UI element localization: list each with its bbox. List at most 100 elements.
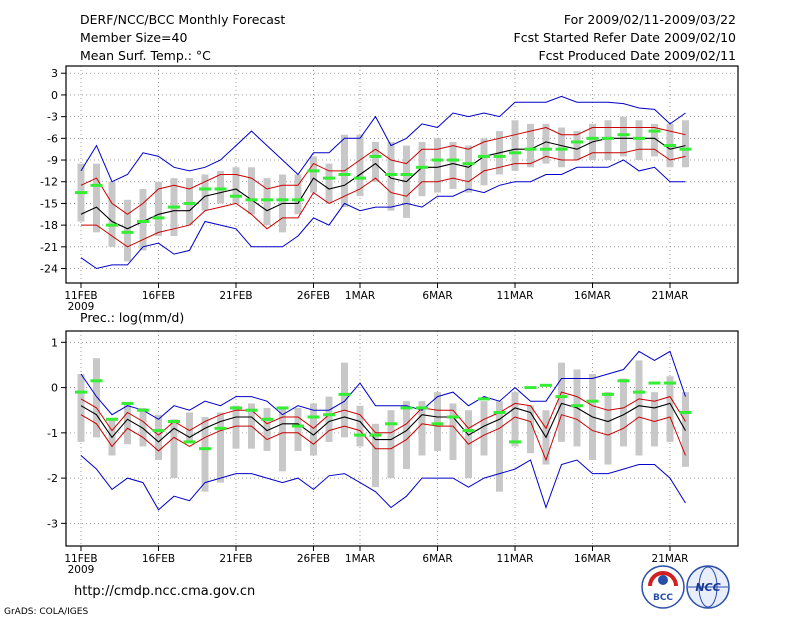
climatology-marker xyxy=(648,381,661,385)
climatology-marker xyxy=(276,198,289,202)
member-range-bar xyxy=(310,403,317,456)
member-range-bar xyxy=(480,138,488,186)
member-range-bar xyxy=(139,188,147,251)
climatology-marker xyxy=(617,379,630,383)
climatology-marker xyxy=(245,198,258,202)
climatology-marker xyxy=(571,140,583,144)
x-tick-label: 11FEB xyxy=(64,290,97,302)
member-range-bar xyxy=(108,181,116,247)
y-tick-label: 0 xyxy=(51,382,58,395)
climatology-marker xyxy=(493,154,506,158)
y-tick-label: -24 xyxy=(40,263,58,276)
y-tick-label: 3 xyxy=(51,67,58,80)
climatology-marker xyxy=(617,133,630,137)
precipitation-chart: 1 0 -1 -2 -3 11FEB 16FEB 21FEB 26FEB 1MAR 6MAR 11MA… xyxy=(47,330,739,576)
climatology-marker xyxy=(323,176,335,180)
climatology-marker xyxy=(75,191,87,195)
plot-frame xyxy=(65,65,739,284)
member-range-bar xyxy=(263,178,271,226)
member-size-label: Member Size=40 xyxy=(80,30,187,45)
x-tick-label: 6MAR xyxy=(422,553,452,565)
member-range-bar xyxy=(418,141,426,197)
climatology-marker xyxy=(323,413,335,417)
climatology-marker xyxy=(214,187,227,191)
y-tick-label: -9 xyxy=(47,154,58,167)
member-range-bar xyxy=(434,392,441,451)
x-year-label: 2009 xyxy=(68,564,95,576)
ncc-logo: NCC xyxy=(686,565,730,609)
member-range-bar xyxy=(356,134,364,197)
y-tick-label: -3 xyxy=(47,111,58,124)
x-tick-label: 1MAR xyxy=(345,553,375,565)
x-tick-label: 6MAR xyxy=(422,290,452,302)
climatology-marker xyxy=(214,426,227,430)
y-tick-label: -15 xyxy=(40,197,58,210)
climatology-marker xyxy=(121,230,134,234)
x-tick-label: 26FEB xyxy=(297,553,330,565)
climatology-marker xyxy=(493,410,506,414)
x-tick-label: 11MAR xyxy=(497,553,534,565)
member-range-bar xyxy=(449,141,457,189)
member-range-bar xyxy=(372,141,379,182)
member-range-bar xyxy=(387,141,395,211)
member-range-bar xyxy=(356,405,364,447)
minus-std-line xyxy=(80,414,686,462)
climatology-marker xyxy=(540,383,552,387)
produced-date-label: Fcst Produced Date 2009/02/11 xyxy=(538,48,736,63)
minus-std-line xyxy=(81,148,686,248)
climatology-marker xyxy=(664,381,676,385)
bcc-logo: BCC xyxy=(641,565,685,609)
climatology-marker xyxy=(230,194,242,198)
member-range-bar xyxy=(248,167,255,215)
climatology-marker xyxy=(385,422,397,426)
min-line xyxy=(80,159,686,270)
member-range-bar xyxy=(496,401,503,492)
forecast-title: DERF/NCC/BCC Monthly Forecast xyxy=(80,12,285,27)
member-range-bar xyxy=(232,405,240,449)
y-tick-label: 1 xyxy=(51,336,58,349)
x-tick-label: 11FEB xyxy=(64,553,97,565)
x-tick-label: 21FEB xyxy=(219,290,252,302)
climatology-marker xyxy=(137,220,149,224)
member-range-bar xyxy=(620,378,627,447)
member-range-bar xyxy=(635,360,643,456)
climatology-marker xyxy=(137,408,149,412)
climatology-marker xyxy=(292,424,304,428)
climatology-marker xyxy=(90,183,103,187)
member-range-bar xyxy=(651,392,658,447)
x-tick-label: 16MAR xyxy=(574,553,611,565)
member-range-bar xyxy=(279,407,286,472)
climatology-marker xyxy=(416,406,428,410)
y-tick-label: -1 xyxy=(47,427,58,440)
climatology-marker xyxy=(447,415,459,419)
climatology-marker xyxy=(307,169,320,173)
y-tick-label: -3 xyxy=(47,517,58,530)
climatology-marker xyxy=(602,392,614,396)
y-tick-label: -21 xyxy=(40,241,58,254)
member-range-bar xyxy=(325,163,333,204)
member-range-bar xyxy=(511,120,519,171)
climatology-marker xyxy=(183,440,196,444)
plus-std-line xyxy=(80,391,686,436)
climatology-marker xyxy=(199,187,211,191)
climatology-marker xyxy=(400,173,413,176)
climatology-marker xyxy=(524,147,537,151)
climatology-marker xyxy=(509,440,521,444)
member-range-bar xyxy=(186,178,193,226)
max-line xyxy=(80,95,686,183)
member-range-bar xyxy=(93,163,100,233)
member-range-bar xyxy=(217,412,224,483)
member-range-bar xyxy=(170,419,178,479)
member-range-bar xyxy=(573,131,581,161)
member-range-bar xyxy=(217,170,224,204)
climatology-marker xyxy=(586,399,599,403)
x-tick-label: 16MAR xyxy=(574,290,611,302)
climatology-marker xyxy=(369,433,382,437)
climatology-marker xyxy=(261,417,273,421)
precip-chart-title: Prec.: log(mm/d) xyxy=(80,310,184,325)
climatology-marker xyxy=(354,176,366,180)
climatology-marker xyxy=(478,397,490,401)
member-range-bar xyxy=(403,401,410,470)
plus-std-line xyxy=(80,126,686,215)
